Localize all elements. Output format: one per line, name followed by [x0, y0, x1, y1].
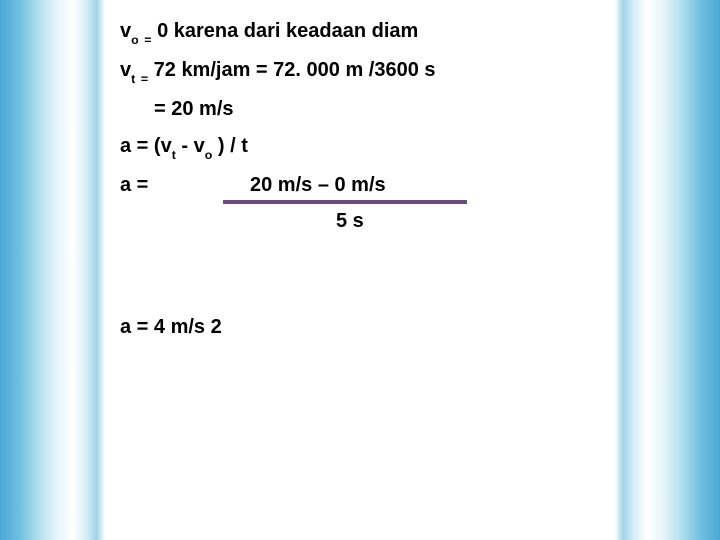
eq-sub: = [144, 33, 151, 47]
line-a-fraction: a = 20 m/s – 0 m/s 5 s [120, 174, 600, 238]
text-20ms: = 20 m/s [154, 98, 234, 120]
bg-stripe-left [0, 0, 105, 540]
fraction-numerator: 20 m/s – 0 m/s [250, 174, 386, 197]
tail: ) / t [212, 135, 248, 157]
lead: a = (v [120, 135, 172, 157]
a-equals: a = [120, 174, 148, 196]
bg-stripe-right [615, 0, 720, 540]
result-text: a = 4 m/s 2 [120, 316, 222, 338]
fraction-rule [223, 200, 467, 204]
sub-o: o [131, 33, 139, 47]
sub-t: t [131, 72, 135, 86]
var-v: v [120, 59, 131, 81]
line-v0: vo = 0 karena dari keadaan diam [120, 20, 600, 45]
var-v: v [120, 20, 131, 42]
line-vt: vt = 72 km/jam = 72. 000 m /3600 s [120, 59, 600, 84]
rest-2: 72 km/jam = 72. 000 m /3600 s [148, 59, 435, 81]
rest-1: 0 karena dari keadaan diam [152, 20, 419, 42]
eq-sub: = [141, 72, 148, 86]
fraction-denominator: 5 s [336, 210, 364, 233]
line-result: a = 4 m/s 2 [120, 316, 600, 339]
sub-o: o [205, 148, 213, 162]
line-20ms: = 20 m/s [120, 98, 600, 121]
mid: - v [176, 135, 205, 157]
sub-t: t [172, 148, 176, 162]
line-a-formula: a = (vt - vo ) / t [120, 135, 600, 160]
slide-content: vo = 0 karena dari keadaan diam vt = 72 … [120, 20, 600, 353]
